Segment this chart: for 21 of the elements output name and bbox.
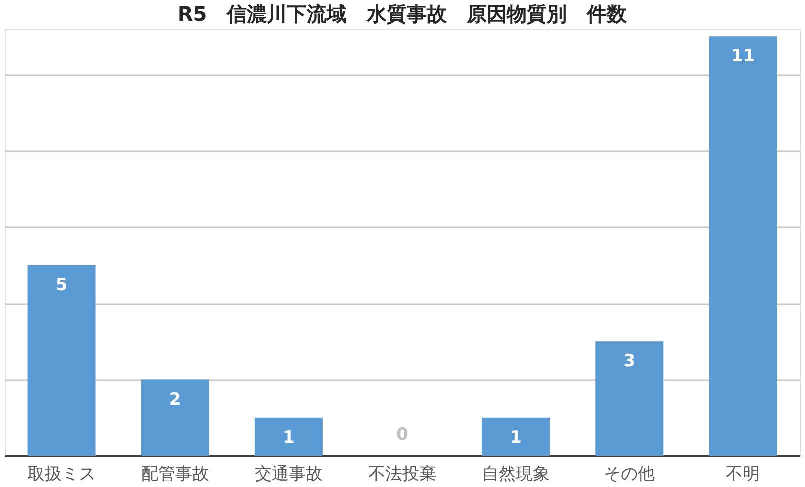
bar xyxy=(482,418,550,456)
data-label: 0 xyxy=(396,425,409,445)
x-tick-label: 不明 xyxy=(726,464,760,484)
bar xyxy=(596,342,664,456)
x-tick-label: その他 xyxy=(604,464,656,484)
data-label: 3 xyxy=(624,352,636,372)
x-tick-label: 自然現象 xyxy=(482,464,550,484)
bar xyxy=(254,418,323,456)
x-tick-label: 配管事故 xyxy=(141,464,210,484)
data-label: 11 xyxy=(731,46,756,67)
data-label: 1 xyxy=(510,428,522,448)
bar xyxy=(28,265,96,456)
bar xyxy=(709,36,778,456)
data-label: 2 xyxy=(169,390,182,410)
x-tick-label: 不法投棄 xyxy=(368,464,436,484)
chart-title: R5 信濃川下流域 水質事故 原因物質別 件数 xyxy=(178,2,628,26)
bar xyxy=(141,380,210,456)
x-tick-label: 取扱ミス xyxy=(28,464,96,484)
x-tick-label: 交通事故 xyxy=(254,464,323,484)
data-label: 5 xyxy=(56,275,68,296)
data-label: 1 xyxy=(283,428,295,448)
